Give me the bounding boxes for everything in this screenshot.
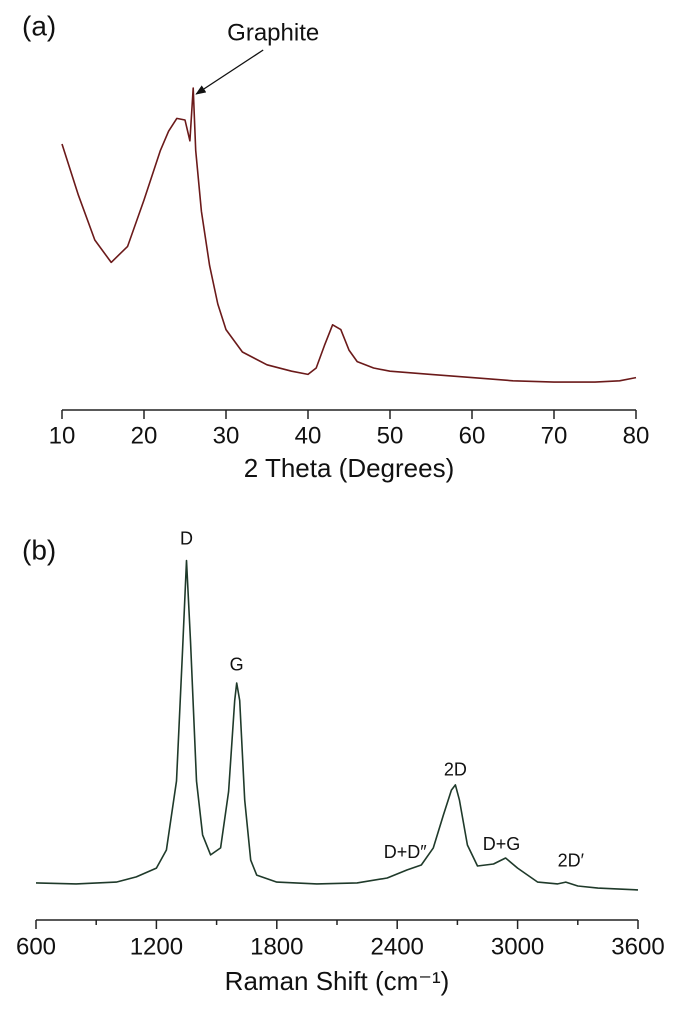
panel-label: (b) <box>22 534 56 565</box>
x-tick-label: 40 <box>295 422 322 449</box>
x-axis-label: 2 Theta (Degrees) <box>244 453 455 483</box>
x-tick-label: 30 <box>213 422 240 449</box>
peak-label: 2D <box>444 759 467 779</box>
x-tick-label: 60 <box>459 422 486 449</box>
x-tick-label: 1200 <box>130 933 183 960</box>
x-tick-label: 3600 <box>611 933 664 960</box>
x-tick-label: 2400 <box>371 933 424 960</box>
peak-label: D+G <box>483 834 521 854</box>
x-tick-label: 80 <box>623 422 650 449</box>
x-tick-label: 70 <box>541 422 568 449</box>
x-tick-label: 20 <box>131 422 158 449</box>
panel-label: (a) <box>22 10 56 41</box>
x-tick-label: 10 <box>49 422 76 449</box>
annotation-arrow <box>195 49 264 95</box>
peak-label: D <box>180 528 193 548</box>
spectrum-line <box>61 87 637 383</box>
x-tick-label: 3000 <box>491 933 544 960</box>
x-tick-label: 50 <box>377 422 404 449</box>
x-tick-label: 1800 <box>250 933 303 960</box>
x-tick-label: 600 <box>16 933 56 960</box>
x-axis-label: Raman Shift (cm⁻¹) <box>225 966 450 996</box>
annotation: Graphite <box>227 19 319 46</box>
peak-label: G <box>230 654 244 674</box>
peak-label: D+D″ <box>384 842 428 862</box>
spectrum-line <box>35 559 639 891</box>
peak-label: 2D′ <box>558 851 585 871</box>
